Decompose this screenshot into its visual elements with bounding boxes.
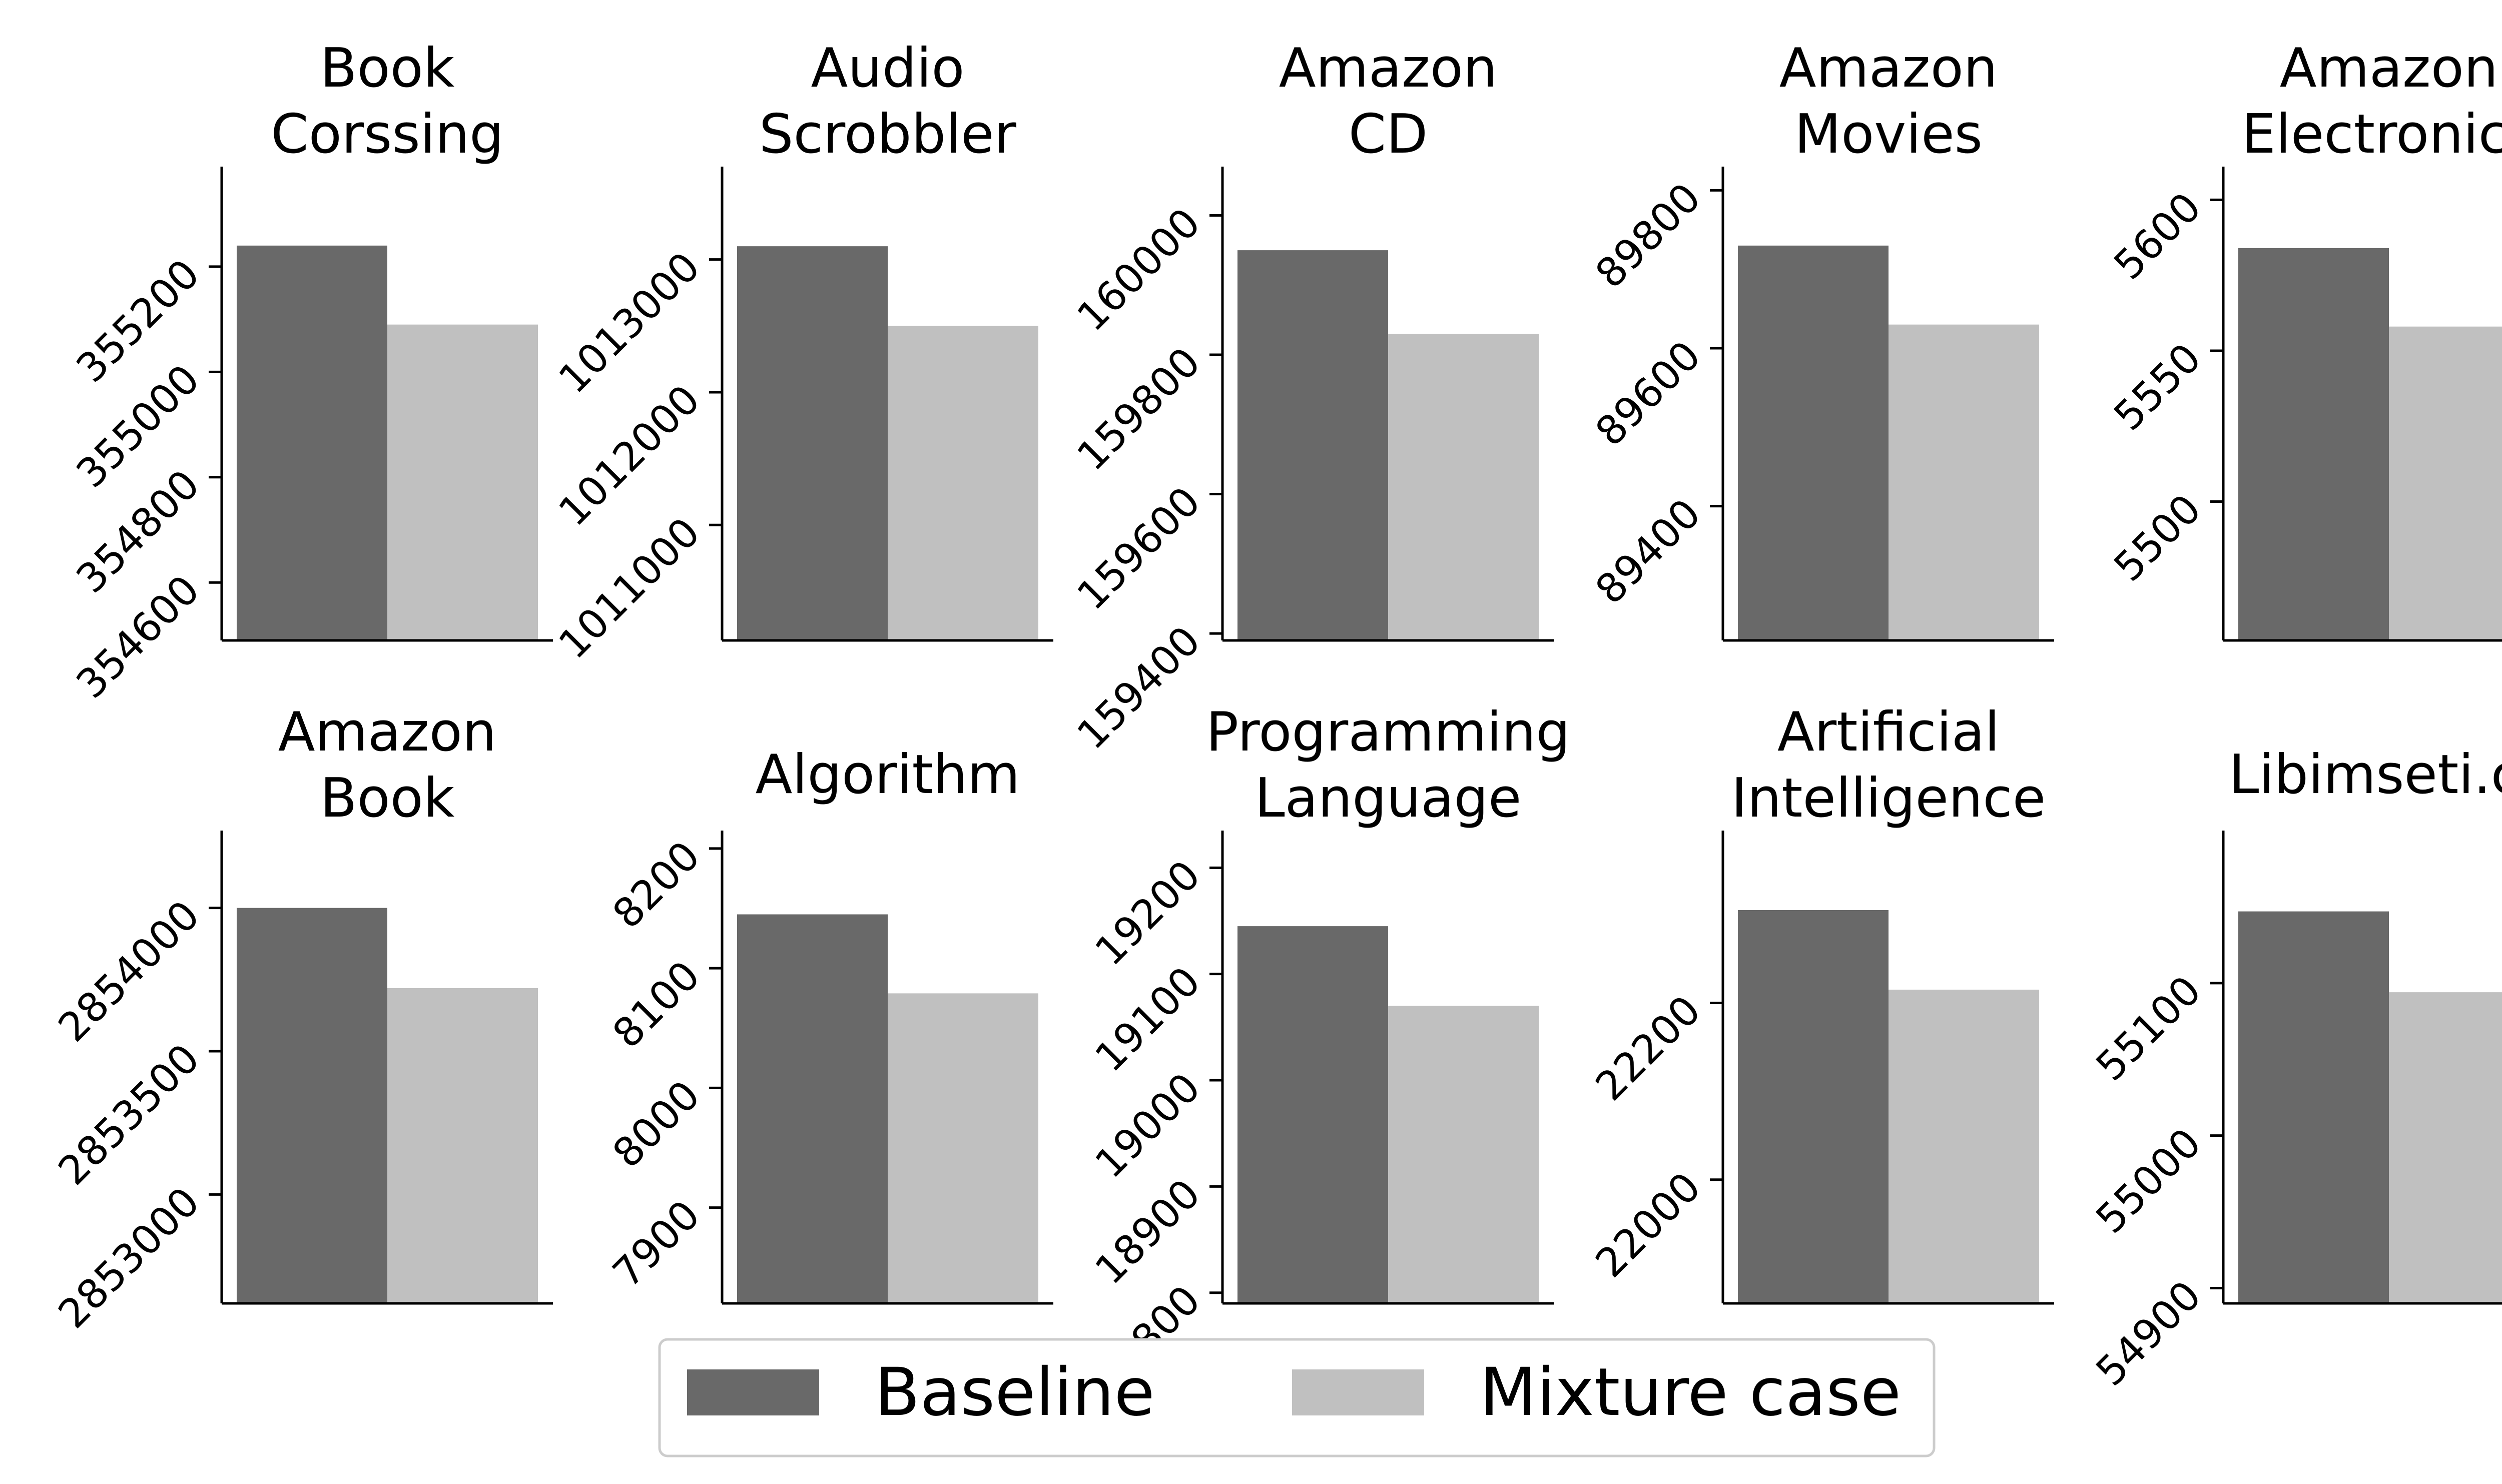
panel-title: Amazon xyxy=(278,701,496,764)
chart-panel: Libimseti.cz 54900 55000 55100 xyxy=(2087,744,2502,1395)
y-tick-label: 55000 xyxy=(2087,1119,2210,1242)
y-tick-label: 1011000 xyxy=(550,509,709,668)
y-tick-label: 18900 xyxy=(1086,1170,1209,1293)
bar-mixture-case xyxy=(1889,989,2039,1303)
chart-panels: BookCorssing354600354800355000355200Audi… xyxy=(50,37,2502,1399)
panel-title: Language xyxy=(1255,767,1522,830)
panel-title: Algorithm xyxy=(756,744,1020,806)
bar-baseline xyxy=(737,246,888,640)
y-tick-label: 159600 xyxy=(1068,478,1209,619)
y-tick-label: 89800 xyxy=(1587,174,1710,297)
panel-title: CD xyxy=(1349,103,1428,166)
panel-title: Movies xyxy=(1794,103,1983,166)
chart-panel: Algorithm 7900 8000 8100 8200 xyxy=(604,744,1053,1305)
y-tick-label: 7900 xyxy=(604,1191,709,1296)
y-tick-label: 5500 xyxy=(2105,485,2210,590)
y-tick-label: 159400 xyxy=(1068,617,1209,759)
bar-mixture-case xyxy=(387,988,538,1303)
y-tick-label: 8000 xyxy=(604,1072,709,1177)
chart-panel: AmazonElectronics 5500 5550 5600 xyxy=(2105,37,2502,642)
legend-label: Baseline xyxy=(875,1354,1155,1431)
y-tick-label: 19000 xyxy=(1086,1064,1209,1187)
bar-mixture-case xyxy=(387,324,538,640)
panel-title: Amazon xyxy=(2280,37,2498,100)
y-tick-label: 2853000 xyxy=(50,1178,209,1337)
bar-baseline xyxy=(2238,911,2389,1303)
panel-title: Book xyxy=(320,767,455,830)
y-tick-label: 1013000 xyxy=(550,243,709,402)
panel-title: Artificial xyxy=(1777,701,2000,764)
y-tick-label: 22000 xyxy=(1587,1163,1710,1286)
panel-title: Book xyxy=(320,37,455,100)
y-tick-label: 1012000 xyxy=(550,376,709,535)
y-tick-label: 89400 xyxy=(1587,490,1710,613)
y-tick-label: 19200 xyxy=(1086,852,1209,975)
panel-title: Programming xyxy=(1206,701,1570,764)
bar-baseline xyxy=(1237,926,1388,1303)
y-tick-label: 54900 xyxy=(2087,1272,2210,1395)
bar-baseline xyxy=(737,914,888,1303)
bar-baseline xyxy=(1738,245,1889,640)
y-tick-label: 2854000 xyxy=(50,892,209,1051)
legend-swatch xyxy=(687,1369,819,1415)
bar-mixture-case xyxy=(1889,324,2039,640)
y-tick-label: 2853500 xyxy=(50,1035,209,1194)
legend-swatch xyxy=(1292,1369,1424,1415)
y-tick-label: 5600 xyxy=(2105,184,2210,289)
bar-mixture-case xyxy=(1388,334,1539,640)
bar-baseline xyxy=(237,245,387,640)
bar-baseline xyxy=(237,908,387,1303)
panel-title: Amazon xyxy=(1779,37,1998,100)
chart-panel: ProgrammingLanguage188001890019000191001… xyxy=(1086,701,1570,1399)
bar-baseline xyxy=(1237,250,1388,640)
y-tick-label: 8200 xyxy=(604,833,709,938)
y-tick-label: 19100 xyxy=(1086,958,1209,1081)
panel-title: Amazon xyxy=(1279,37,1497,100)
y-tick-label: 160000 xyxy=(1068,199,1209,340)
bar-baseline xyxy=(1738,910,1889,1303)
bar-mixture-case xyxy=(888,326,1038,640)
y-tick-label: 55100 xyxy=(2087,967,2210,1090)
bar-mixture-case xyxy=(888,993,1038,1303)
panel-title: Electronics xyxy=(2242,103,2502,166)
panel-title: Libimseti.cz xyxy=(2229,744,2502,806)
bar-baseline xyxy=(2238,248,2389,640)
bar-mixture-case xyxy=(2389,992,2502,1303)
bar-mixture-case xyxy=(1388,1006,1539,1303)
legend: Baseline Mixture case xyxy=(658,1338,1936,1457)
y-tick-label: 22200 xyxy=(1587,987,1710,1110)
panel-title: Intelligence xyxy=(1731,767,2046,830)
legend-label: Mixture case xyxy=(1480,1354,1901,1431)
y-tick-label: 159800 xyxy=(1068,339,1209,480)
panel-title: Corssing xyxy=(271,103,503,166)
y-tick-label: 8100 xyxy=(604,952,709,1057)
bar-mixture-case xyxy=(2389,326,2502,640)
panel-title: Scrobbler xyxy=(759,103,1017,166)
y-tick-label: 5550 xyxy=(2105,335,2210,440)
panel-title: Audio xyxy=(811,37,965,100)
y-tick-label: 89600 xyxy=(1587,332,1710,455)
